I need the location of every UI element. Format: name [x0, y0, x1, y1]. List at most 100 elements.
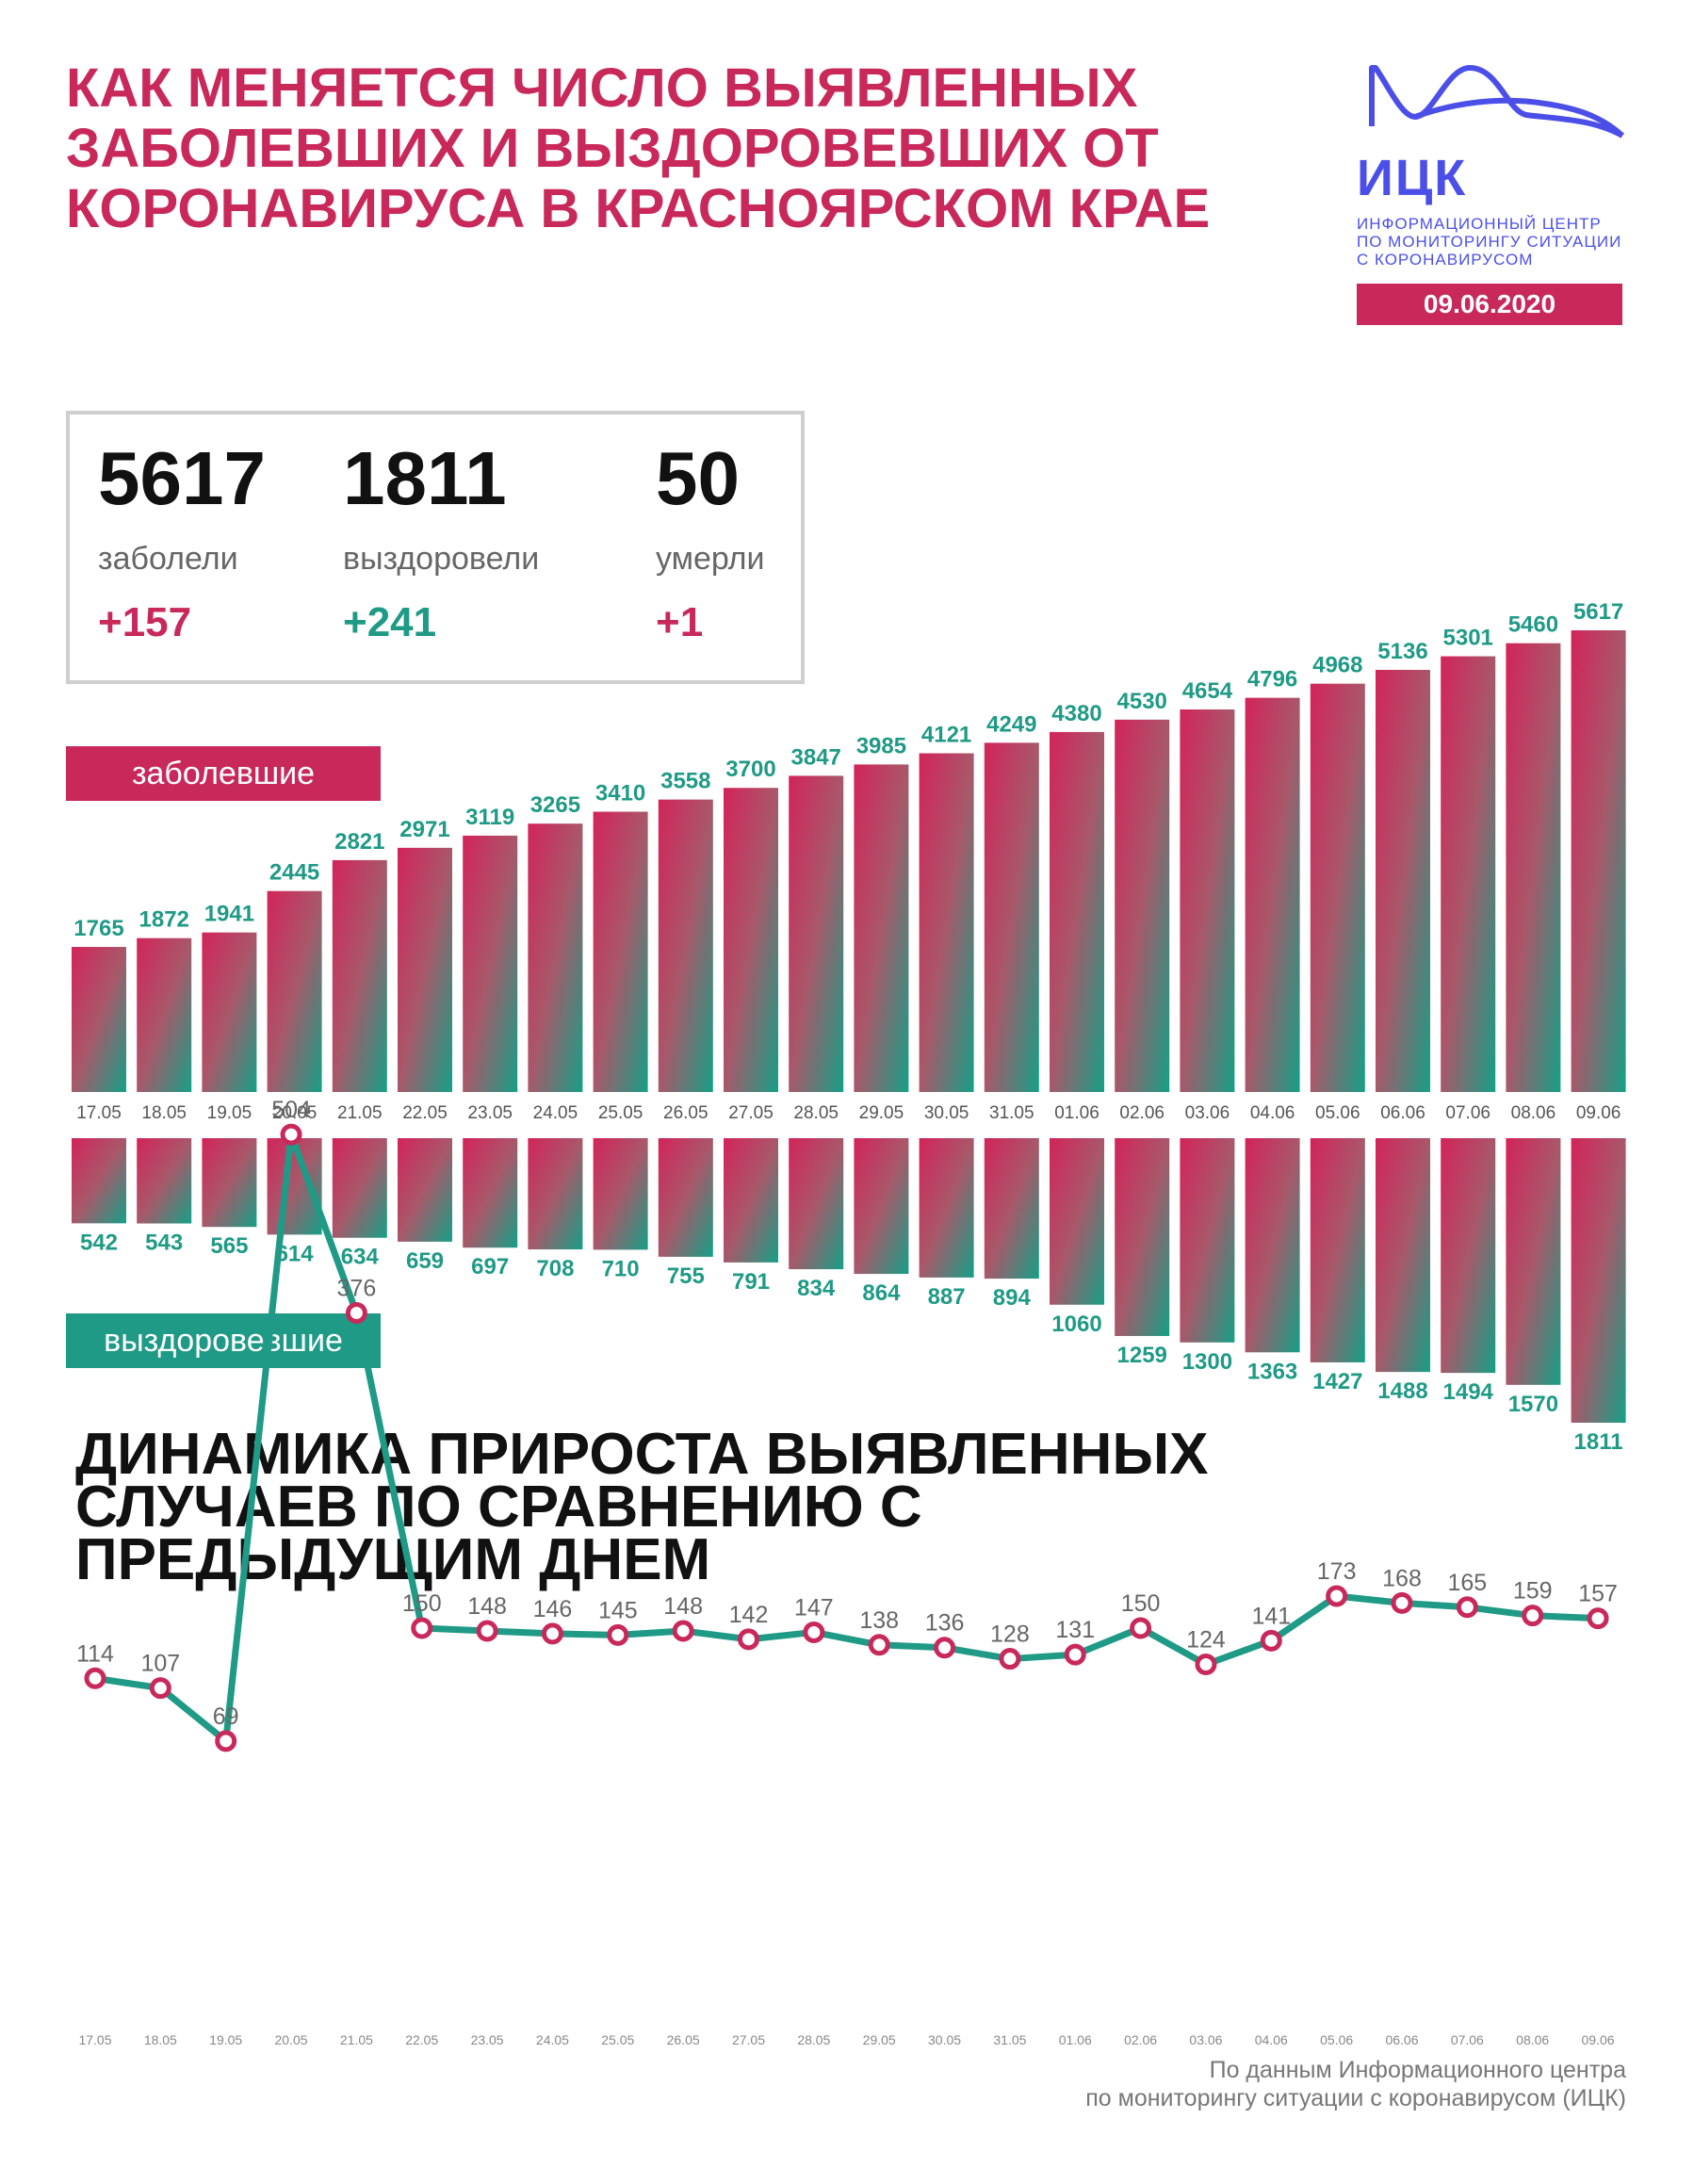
date-tick-label: 07.06 [1445, 1103, 1490, 1123]
line-point [1522, 1605, 1544, 1627]
bar-recovered-label: 1259 [1117, 1343, 1167, 1368]
bar-recovered-02.06 [1115, 1138, 1170, 1336]
bar-cases-26.05 [658, 799, 713, 1092]
line-point [411, 1617, 433, 1639]
date-tick-label: 18.05 [141, 1103, 187, 1123]
logo-abbr: ИЦК [1357, 150, 1468, 206]
bar-cases-label: 3265 [530, 792, 580, 818]
line-date-tick: 19.05 [209, 2032, 242, 2047]
line-date-tick: 23.05 [471, 2032, 504, 2047]
line-point-label: 131 [1055, 1617, 1095, 1643]
bar-cases-label: 4654 [1182, 678, 1233, 704]
bar-recovered-label: 710 [602, 1256, 640, 1281]
line-point [1326, 1585, 1348, 1607]
bar-recovered-09.06 [1571, 1138, 1626, 1423]
line-date-tick: 07.06 [1451, 2032, 1484, 2047]
line-date-tick: 03.06 [1189, 2032, 1222, 2047]
bar-recovered-18.05 [137, 1138, 192, 1224]
date-tick-label: 02.06 [1119, 1103, 1165, 1123]
line-point [149, 1677, 171, 1700]
line-point [1260, 1629, 1282, 1652]
line-point-label: 146 [533, 1596, 573, 1622]
bar-recovered-label: 614 [276, 1241, 315, 1266]
line-point [999, 1648, 1021, 1671]
bar-recovered-21.05 [332, 1138, 387, 1238]
line-point-label: 69 [213, 1703, 239, 1730]
line-date-tick: 25.05 [601, 2032, 634, 2047]
bar-recovered-label: 864 [862, 1280, 901, 1306]
stat-deaths-delta: +1 [656, 599, 704, 645]
bar-recovered-01.06 [1050, 1138, 1104, 1305]
line-date-tick: 24.05 [536, 2032, 569, 2047]
bar-recovered-label: 1363 [1247, 1359, 1297, 1384]
bar-chart: 1765 17.05 542 1872 18.05 543 1941 19.05 565 2445… [72, 599, 1626, 1451]
date-tick-label: 29.05 [859, 1103, 904, 1123]
bar-recovered-28.05 [789, 1138, 844, 1270]
bar-cases-label: 2445 [269, 860, 319, 886]
date-tick-label: 19.05 [207, 1103, 252, 1123]
bar-cases-18.05 [137, 937, 192, 1092]
line-point-label: 114 [76, 1640, 114, 1667]
bar-recovered-label: 1300 [1182, 1349, 1232, 1375]
stat-recovered-delta: +241 [343, 599, 437, 645]
line-point-label: 136 [925, 1610, 965, 1637]
line-date-tick: 21.05 [340, 2032, 373, 2047]
line-point [84, 1667, 106, 1689]
line-date-tick: 17.05 [78, 2032, 111, 2047]
line-date-tick: 29.05 [863, 2032, 896, 2047]
bar-cases-23.05 [463, 835, 518, 1092]
line-date-tick: 20.05 [275, 2032, 308, 2047]
date-tick-label: 22.05 [402, 1103, 448, 1123]
bar-cases-25.05 [593, 811, 648, 1092]
line-point-label: 150 [402, 1590, 442, 1617]
bar-cases-label: 4968 [1312, 653, 1362, 678]
bar-recovered-19.05 [202, 1138, 257, 1228]
bar-cases-label: 2821 [334, 829, 384, 855]
line-point-label: 157 [1578, 1581, 1618, 1607]
line-point [934, 1637, 956, 1659]
line-point [738, 1628, 759, 1651]
logo-curve-icon [1369, 65, 1625, 139]
bar-cases-label: 1941 [204, 902, 254, 927]
date-tick-label: 21.05 [337, 1103, 383, 1123]
bar-cases-06.06 [1376, 669, 1430, 1092]
line-point [1064, 1643, 1086, 1666]
date-tick-label: 04.06 [1250, 1103, 1295, 1123]
line-point-label: 145 [598, 1597, 638, 1623]
line-point [868, 1634, 890, 1656]
line-date-tick: 02.06 [1124, 2032, 1157, 2047]
bar-recovered-label: 834 [797, 1276, 836, 1301]
line-point-label: 124 [1186, 1626, 1226, 1653]
line-point-label: 142 [729, 1602, 769, 1628]
bar-recovered-label: 1060 [1051, 1312, 1101, 1337]
source-note: По данным Информационного центра по мони… [1085, 2057, 1626, 2111]
bar-cases-04.06 [1245, 697, 1300, 1092]
date-tick-label: 26.05 [663, 1103, 709, 1123]
bar-recovered-07.06 [1441, 1138, 1496, 1374]
bar-recovered-label: 659 [406, 1248, 444, 1274]
bar-cases-label: 3558 [660, 769, 710, 794]
logo-subtitle: Информационный центр по мониторингу ситу… [1357, 215, 1622, 269]
bar-recovered-04.06 [1245, 1138, 1300, 1353]
date-tick-label: 31.05 [989, 1103, 1034, 1123]
bar-cases-29.05 [854, 764, 909, 1092]
bar-recovered-25.05 [593, 1138, 648, 1250]
date-tick-label: 09.06 [1576, 1103, 1621, 1123]
bar-cases-28.05 [789, 775, 844, 1092]
line-date-tick: 04.06 [1255, 2032, 1288, 2047]
bar-recovered-05.06 [1310, 1138, 1365, 1362]
bar-cases-label: 3410 [595, 781, 645, 807]
stat-recovered-label: выздоровели [343, 541, 540, 577]
bar-cases-09.06 [1571, 630, 1626, 1092]
bar-recovered-label: 1811 [1574, 1429, 1623, 1451]
bar-cases-label: 5617 [1573, 599, 1623, 625]
bar-recovered-label: 887 [928, 1284, 966, 1310]
line-point-label: 107 [140, 1651, 180, 1677]
legend-cases: заболевшие [66, 746, 381, 801]
bar-cases-label: 5301 [1443, 626, 1493, 651]
bar-cases-label: 4380 [1051, 701, 1101, 726]
line-point-label: 147 [794, 1594, 834, 1621]
line-point [1587, 1607, 1609, 1630]
bar-recovered-17.05 [72, 1138, 126, 1224]
bar-recovered-22.05 [398, 1138, 452, 1242]
